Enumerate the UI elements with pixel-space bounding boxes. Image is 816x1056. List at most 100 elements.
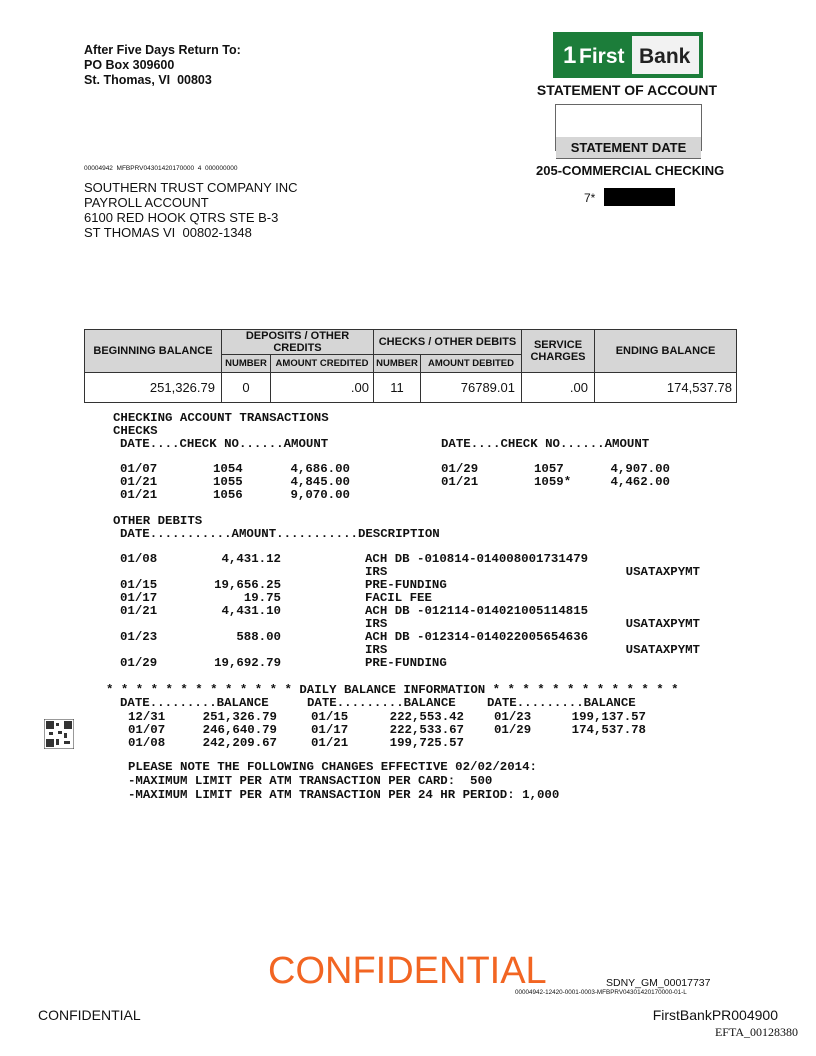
balance-date: 01/15 (311, 710, 349, 724)
check-number: 1056 (213, 488, 243, 502)
check-amount: 4,462.00 (610, 475, 671, 489)
balance-amount: 199,725.57 (389, 736, 464, 750)
header-cell: NUMBER (373, 354, 421, 373)
check-amount: 4,907.00 (610, 462, 671, 476)
balance-amount: 222,533.67 (389, 723, 464, 737)
confidential-stamp: CONFIDENTIAL (268, 950, 547, 992)
logo-first: First (579, 45, 625, 68)
return-heading: After Five Days Return To: (84, 43, 241, 57)
value-cell: .00 (270, 372, 374, 403)
header-cell: BEGINNING BALANCE (84, 329, 222, 373)
value-cell: 76789.01 (420, 372, 522, 403)
logo-numeral: 1 (563, 42, 576, 69)
balance-date: 01/08 (128, 736, 166, 750)
check-number: 1055 (213, 475, 243, 489)
balance-date: 01/17 (311, 723, 349, 737)
efta-id: EFTA_00128380 (714, 1025, 798, 1039)
debit-description: IRS (365, 617, 388, 631)
check-number: 1059* (534, 475, 572, 489)
check-amount: 4,845.00 (290, 475, 351, 489)
header-cell: ENDING BALANCE (594, 329, 737, 373)
debit-description: FACIL FEE (365, 591, 432, 605)
header-cell: NUMBER (221, 354, 271, 373)
column-header: DATE.........BALANCE (307, 696, 456, 710)
debit-description: ACH DB -010814-014008001731479 (365, 552, 589, 566)
check-number: 1057 (534, 462, 564, 476)
value-cell: 251,326.79 (84, 372, 222, 403)
check-date: 01/21 (120, 475, 158, 489)
balance-date: 12/31 (128, 710, 166, 724)
balance-date: 01/07 (128, 723, 166, 737)
debit-date: 01/21 (120, 604, 158, 618)
header-cell: AMOUNT DEBITED (420, 354, 522, 373)
column-header: DATE....CHECK NO......AMOUNT (120, 437, 329, 451)
check-amount: 4,686.00 (290, 462, 351, 476)
debit-description: IRS (365, 643, 388, 657)
confidential-label: CONFIDENTIAL (38, 1007, 141, 1023)
header-cell: DEPOSITS / OTHER CREDITS (221, 329, 374, 355)
debit-code: USATAXPYMT (625, 617, 700, 631)
debit-date: 01/23 (120, 630, 158, 644)
debit-amount: 4,431.12 (221, 552, 282, 566)
debit-amount: 19,656.25 (214, 578, 281, 592)
mailing-line: SOUTHERN TRUST COMPANY INC (84, 180, 298, 195)
statement-title: STATEMENT OF ACCOUNT (536, 82, 718, 98)
header-cell: CHECKS / OTHER DEBITS (373, 329, 522, 355)
value-cell: 174,537.78 (594, 372, 737, 403)
check-amount: 9,070.00 (290, 488, 351, 502)
section-label: OTHER DEBITS (113, 514, 203, 528)
balance-amount: 251,326.79 (202, 710, 277, 724)
check-number: 1054 (213, 462, 243, 476)
return-line: PO Box 309600 (84, 58, 175, 72)
check-date: 01/21 (120, 488, 158, 502)
account-number: 7* (584, 191, 596, 205)
debit-date: 01/29 (120, 656, 158, 670)
debit-amount: 19,692.79 (214, 656, 281, 670)
debit-amount: 588.00 (236, 630, 281, 644)
debit-amount: 19.75 (243, 591, 281, 605)
notice-line: -MAXIMUM LIMIT PER ATM TRANSACTION PER 2… (128, 788, 560, 802)
debit-code: USATAXPYMT (625, 643, 700, 657)
debit-amount: 4,431.10 (221, 604, 282, 618)
value-cell: .00 (521, 372, 595, 403)
section-label: CHECKS (113, 424, 158, 438)
debit-date: 01/15 (120, 578, 158, 592)
column-header: DATE....CHECK NO......AMOUNT (441, 437, 650, 451)
debit-description: ACH DB -012114-014021005114815 (365, 604, 589, 618)
notice-line: -MAXIMUM LIMIT PER ATM TRANSACTION PER C… (128, 774, 493, 788)
header-cell: SERVICE CHARGES (521, 329, 595, 373)
debit-code: USATAXPYMT (625, 565, 700, 579)
value-cell: 11 (373, 372, 421, 403)
balance-amount: 246,640.79 (202, 723, 277, 737)
logo-bank: Bank (639, 45, 691, 68)
column-header: DATE.........BALANCE (487, 696, 636, 710)
debit-description: IRS (365, 565, 388, 579)
mailing-line: PAYROLL ACCOUNT (84, 195, 209, 210)
section-title: CHECKING ACCOUNT TRANSACTIONS (113, 411, 329, 425)
column-header: DATE.........BALANCE (120, 696, 269, 710)
bates-number: SDNY_GM_00017737 (606, 977, 711, 989)
date-label: STATEMENT DATE (556, 137, 701, 159)
summary-table: BEGINNING BALANCE DEPOSITS / OTHER CREDI… (84, 329, 737, 403)
logo: 1 First Bank (553, 32, 703, 78)
mailing-code: 00004942 MFBPRV04301420170000 4 00000000… (84, 165, 238, 172)
redaction (604, 188, 675, 206)
check-date: 01/07 (120, 462, 158, 476)
debit-date: 01/08 (120, 552, 158, 566)
debit-description: ACH DB -012314-014022005654636 (365, 630, 589, 644)
check-date: 01/29 (441, 462, 479, 476)
debit-date: 01/17 (120, 591, 158, 605)
notice-line: PLEASE NOTE THE FOLLOWING CHANGES EFFECT… (128, 760, 537, 774)
doc-code: 00004942-12420-0001-0003-MFBPRV043014201… (515, 989, 687, 996)
column-header: DATE...........AMOUNT...........DESCRIPT… (120, 527, 440, 541)
qr-code (44, 719, 74, 749)
balance-amount: 174,537.78 (571, 723, 646, 737)
mailing-line: ST THOMAS VI 00802-1348 (84, 225, 252, 240)
debit-description: PRE-FUNDING (365, 656, 447, 670)
balance-date: 01/29 (494, 723, 532, 737)
bank-id: FirstBankPR004900 (652, 1007, 778, 1023)
balance-date: 01/23 (494, 710, 532, 724)
balance-amount: 222,553.42 (389, 710, 464, 724)
date-box: STATEMENT DATE 01/31/14 (555, 104, 702, 209)
